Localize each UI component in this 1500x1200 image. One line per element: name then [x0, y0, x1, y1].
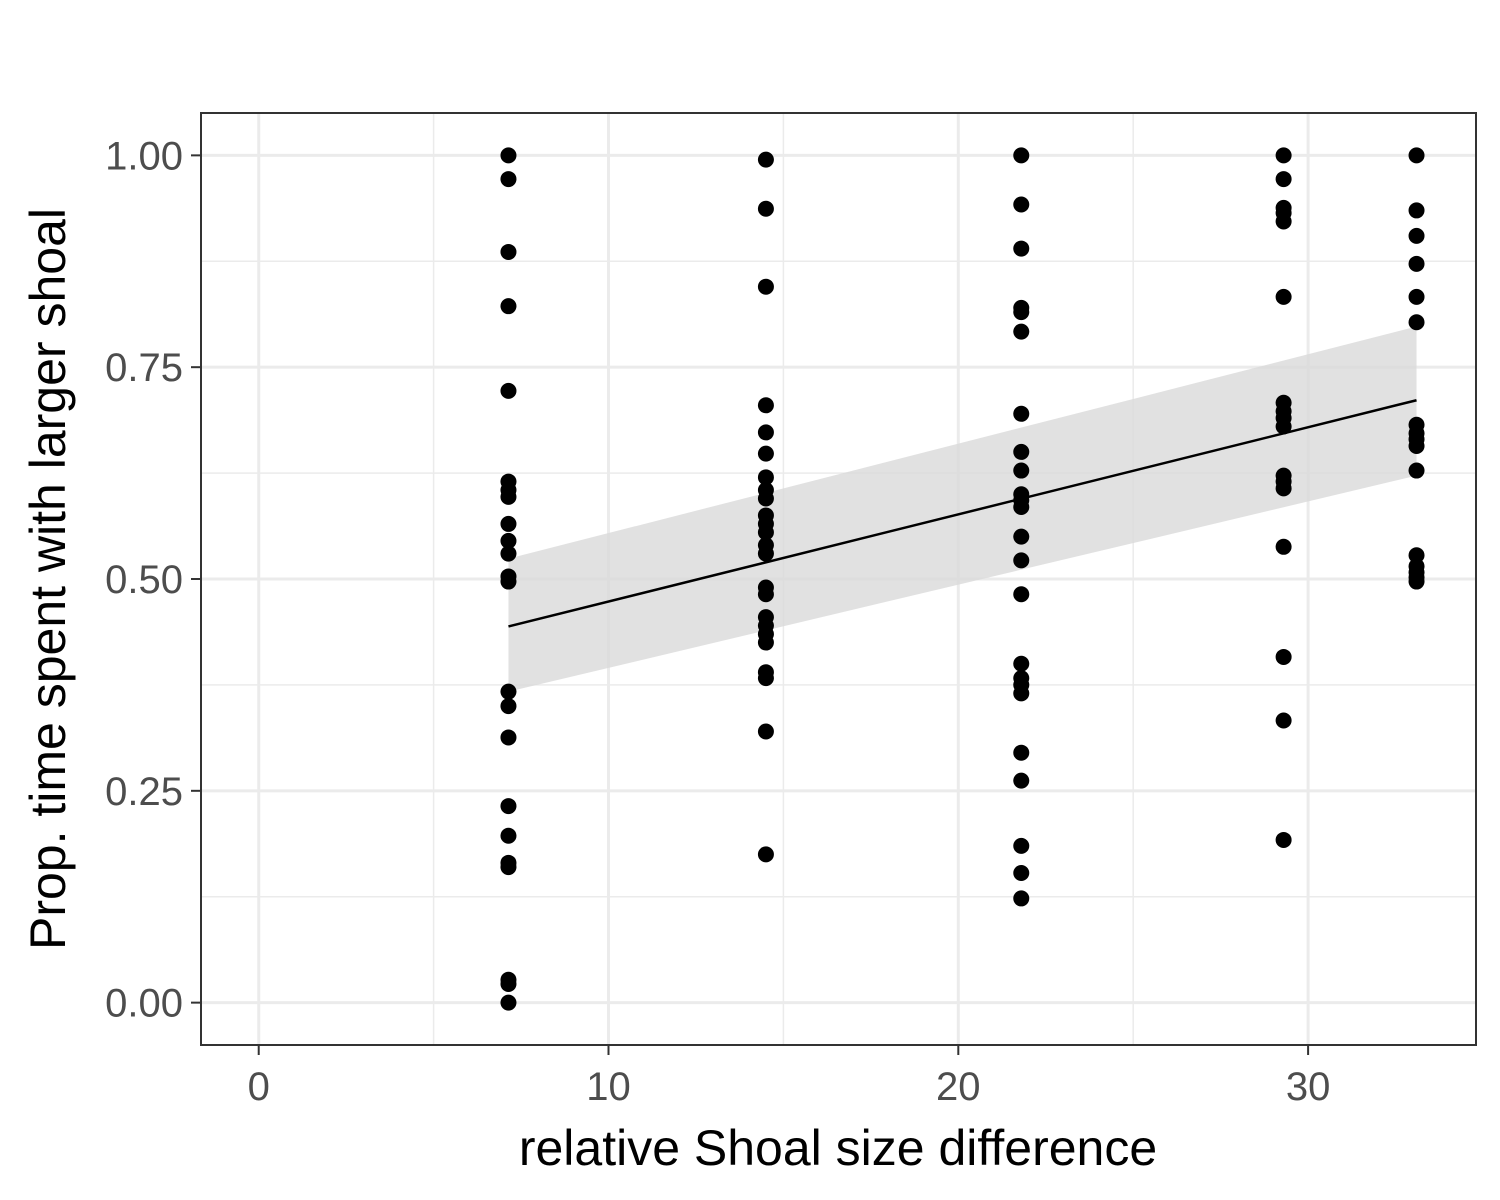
data-point: [1275, 418, 1292, 435]
y-tick-label: 0.75: [105, 346, 183, 390]
grid-major: [201, 113, 1476, 1045]
data-point: [757, 634, 774, 651]
confidence-ribbon: [508, 326, 1417, 692]
data-point: [1013, 405, 1030, 422]
x-axis-title: relative Shoal size difference: [519, 1120, 1157, 1176]
data-point: [1013, 552, 1030, 569]
y-tick-label: 0.00: [105, 982, 183, 1026]
data-point: [1408, 227, 1425, 244]
data-point: [757, 723, 774, 740]
data-point: [757, 586, 774, 603]
data-point: [757, 200, 774, 217]
data-point: [1408, 462, 1425, 479]
data-point: [757, 670, 774, 687]
y-tick-label: 1.00: [105, 134, 183, 178]
data-point: [1013, 655, 1030, 672]
data-point: [1275, 288, 1292, 305]
x-tick-label: 20: [936, 1065, 981, 1109]
data-point: [1275, 213, 1292, 230]
y-axis: 0.00 0.25 0.50 0.75 1.00: [105, 134, 201, 1026]
data-point: [1013, 196, 1030, 213]
data-point: [1013, 528, 1030, 545]
data-point: [1275, 480, 1292, 497]
data-point: [500, 827, 517, 844]
data-point: [1013, 304, 1030, 321]
data-points: [500, 147, 1425, 1011]
data-point: [1408, 437, 1425, 454]
y-tick-label: 0.25: [105, 770, 183, 814]
data-point: [1275, 831, 1292, 848]
data-point: [500, 683, 517, 700]
data-point: [1408, 202, 1425, 219]
data-point: [1408, 147, 1425, 164]
data-point: [1408, 255, 1425, 272]
data-point: [1013, 685, 1030, 702]
data-point: [1275, 171, 1292, 188]
x-tick-label: 30: [1286, 1065, 1331, 1109]
data-point: [757, 524, 774, 541]
data-point: [1275, 648, 1292, 665]
data-point: [500, 859, 517, 876]
data-point: [500, 729, 517, 746]
data-point: [500, 515, 517, 532]
data-point: [500, 545, 517, 562]
data-point: [500, 171, 517, 188]
data-point: [1408, 573, 1425, 590]
data-point: [500, 147, 517, 164]
data-point: [1013, 865, 1030, 882]
data-point: [1013, 462, 1030, 479]
data-point: [1275, 147, 1292, 164]
data-point: [500, 573, 517, 590]
x-axis: 0 10 20 30: [248, 1045, 1331, 1109]
data-point: [1408, 288, 1425, 305]
data-point: [1275, 712, 1292, 729]
data-point: [500, 994, 517, 1011]
data-point: [1013, 147, 1030, 164]
regression-line: [508, 399, 1417, 628]
data-point: [500, 532, 517, 549]
data-point: [1013, 323, 1030, 340]
data-point: [1013, 772, 1030, 789]
x-tick-label: 0: [248, 1065, 270, 1109]
data-point: [1408, 314, 1425, 331]
data-point: [500, 798, 517, 815]
data-point: [1408, 547, 1425, 564]
data-point: [1013, 498, 1030, 515]
data-point: [500, 975, 517, 992]
y-axis-title: Prop. time spent with larger shoal: [20, 208, 76, 950]
data-point: [500, 243, 517, 260]
data-point: [1013, 443, 1030, 460]
data-point: [757, 846, 774, 863]
data-point: [757, 545, 774, 562]
data-point: [1013, 240, 1030, 257]
data-point: [1013, 586, 1030, 603]
data-point: [757, 151, 774, 168]
data-point: [757, 490, 774, 507]
data-point: [1013, 744, 1030, 761]
data-point: [500, 698, 517, 715]
data-point: [1275, 538, 1292, 555]
data-point: [757, 424, 774, 441]
data-point: [500, 298, 517, 315]
y-tick-label: 0.50: [105, 558, 183, 602]
data-point: [1013, 837, 1030, 854]
data-point: [757, 469, 774, 486]
x-tick-label: 10: [586, 1065, 631, 1109]
data-point: [757, 278, 774, 295]
data-point: [1013, 890, 1030, 907]
data-point: [500, 488, 517, 505]
data-point: [500, 382, 517, 399]
data-point: [757, 445, 774, 462]
data-point: [757, 397, 774, 414]
